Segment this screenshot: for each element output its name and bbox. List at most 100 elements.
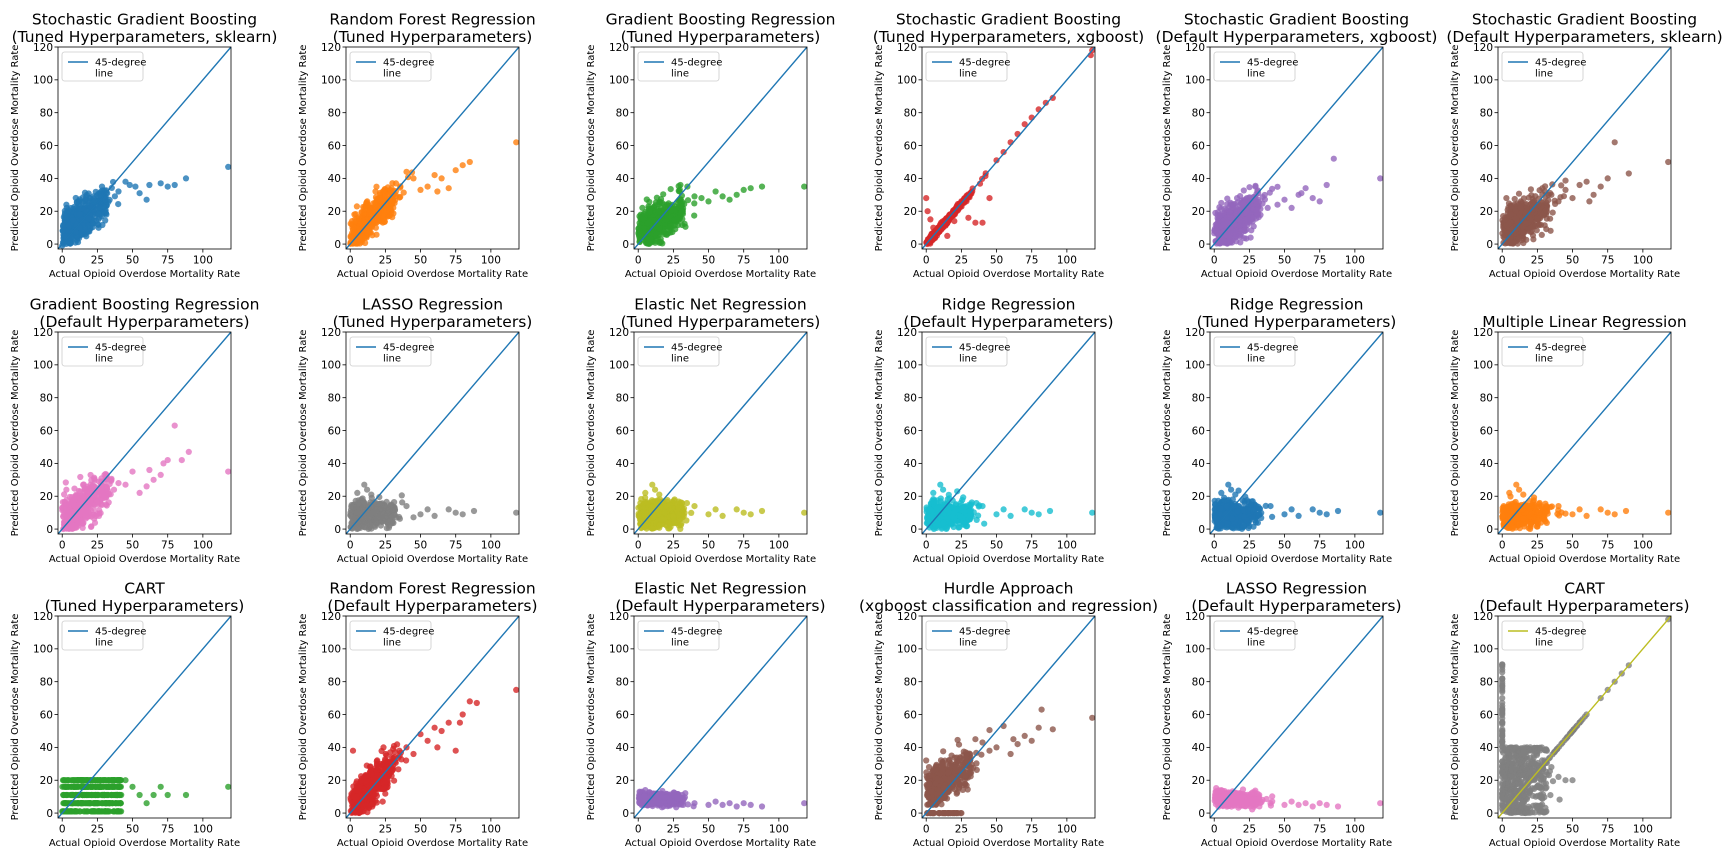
legend-box: [637, 336, 720, 367]
x-tick-label: 75: [737, 255, 750, 267]
x-tick-label: 100: [769, 255, 789, 267]
data-point: [97, 204, 104, 211]
x-tick-label: 25: [91, 255, 104, 267]
y-tick-label: 60: [1480, 140, 1493, 152]
scatter-series: [59, 163, 231, 249]
data-point: [676, 188, 683, 195]
data-point: [951, 218, 958, 225]
x-tick-label: 50: [1278, 255, 1291, 267]
data-point: [1562, 177, 1569, 184]
data-point: [61, 491, 68, 498]
x-axis-label: Actual Opioid Overdose Mortality Rate: [49, 269, 240, 280]
data-point: [129, 468, 136, 475]
data-point: [63, 496, 70, 503]
data-point: [150, 476, 157, 483]
data-point: [87, 481, 94, 488]
data-point: [641, 511, 648, 519]
data-point: [466, 158, 473, 166]
data-point: [1226, 231, 1233, 238]
data-point: [640, 216, 647, 223]
data-point: [178, 457, 185, 464]
data-point: [758, 183, 766, 190]
data-point: [1515, 235, 1522, 242]
data-point: [1536, 187, 1543, 194]
x-axis-label: Actual Opioid Overdose Mortality Rate: [913, 554, 1104, 565]
data-point: [677, 181, 684, 189]
y-tick-label: 80: [328, 392, 341, 404]
y-tick-label: 120: [321, 327, 341, 339]
data-point: [399, 499, 406, 506]
data-point: [1604, 175, 1611, 182]
data-point: [160, 460, 167, 467]
y-axis-label: Predicted Opioid Overdose Mortality Rate: [586, 45, 597, 252]
data-point: [373, 183, 380, 190]
data-point: [650, 514, 657, 521]
data-point: [445, 185, 452, 192]
data-point: [424, 506, 431, 513]
data-point: [348, 519, 355, 527]
y-tick-label: 0: [334, 239, 341, 251]
data-point: [103, 473, 110, 480]
legend-box: [349, 336, 432, 367]
data-point: [132, 183, 139, 190]
y-tick-label: 80: [616, 392, 629, 404]
y-tick-label: 0: [910, 524, 917, 536]
legend-box: [1213, 51, 1296, 82]
y-tick-label: 80: [904, 107, 917, 119]
data-point: [1562, 186, 1569, 193]
y-axis-label: Predicted Opioid Overdose Mortality Rate: [1450, 45, 1461, 252]
data-point: [361, 204, 368, 211]
x-tick-label: 0: [1499, 255, 1506, 267]
data-point: [126, 181, 133, 189]
data-point: [924, 208, 931, 215]
x-tick-label: 50: [990, 255, 1003, 267]
data-point: [77, 473, 84, 481]
y-tick-label: 40: [328, 173, 341, 185]
data-point: [705, 198, 712, 205]
data-point: [76, 210, 83, 218]
data-point: [1517, 204, 1524, 211]
y-axis-label: Predicted Opioid Overdose Mortality Rate: [10, 330, 21, 537]
data-point: [655, 208, 662, 215]
data-point: [359, 505, 366, 512]
data-point: [1233, 207, 1240, 214]
data-point: [353, 203, 360, 210]
y-tick-label: 0: [1198, 239, 1205, 251]
reference-line-45deg: [346, 47, 519, 249]
axes-frame: [57, 46, 232, 250]
legend-box: [61, 336, 144, 367]
legend-label: 45-degree: [671, 58, 722, 69]
legend-label: 45-degree: [95, 343, 146, 354]
x-tick-label: 0: [635, 255, 642, 267]
y-tick-label: 120: [609, 42, 629, 54]
data-point: [106, 196, 113, 203]
data-point: [1252, 182, 1259, 189]
data-point: [1309, 195, 1316, 202]
data-point: [74, 492, 81, 499]
data-point: [1522, 220, 1529, 227]
subplot-7: Gradient Boosting Regression(Default Hyp…: [10, 296, 259, 566]
data-point: [1288, 204, 1295, 211]
data-point: [157, 180, 164, 187]
x-tick-label: 25: [1531, 255, 1544, 267]
data-point: [349, 503, 356, 510]
data-point: [80, 519, 87, 527]
data-point: [1543, 215, 1550, 222]
y-tick-label: 60: [616, 140, 629, 152]
data-point: [1212, 221, 1219, 228]
data-point: [102, 196, 109, 203]
y-axis-label: Predicted Opioid Overdose Mortality Rate: [298, 45, 309, 252]
y-tick-label: 20: [328, 206, 341, 218]
data-point: [388, 513, 395, 521]
data-point: [379, 188, 387, 195]
data-point: [375, 209, 382, 216]
data-point: [1549, 209, 1556, 216]
data-point: [671, 222, 678, 229]
data-point: [747, 511, 754, 518]
data-point: [88, 523, 95, 530]
x-tick-label: 0: [347, 255, 354, 267]
y-tick-label: 0: [46, 524, 53, 536]
y-tick-label: 100: [33, 75, 53, 87]
